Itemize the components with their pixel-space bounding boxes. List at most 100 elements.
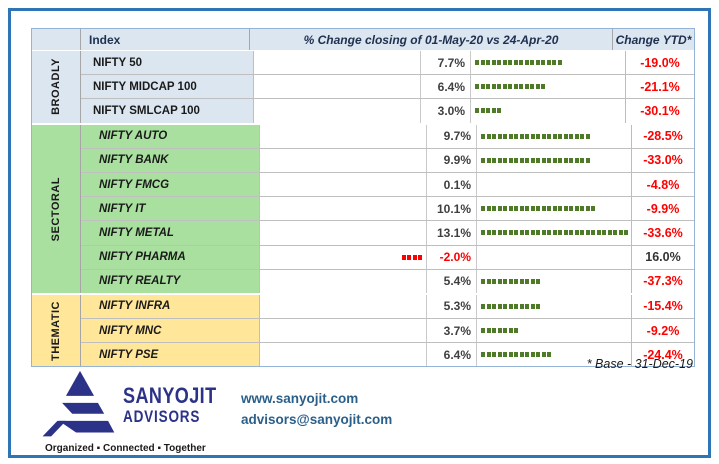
index-name-cell: NIFTY AUTO (81, 124, 260, 148)
group-cell-thematic: THEMATIC (32, 294, 81, 367)
page-frame: Index % Change closing of 01-May-20 vs 2… (8, 8, 711, 458)
table-row: NIFTY FMCG 0.1% -4.8% (81, 171, 694, 197)
positive-data-bar (481, 328, 518, 334)
ytd-change-value: -30.1% (626, 99, 694, 123)
logo-wordmark: SANYOJIT ADVISORS (123, 385, 237, 443)
index-name-cell: NIFTY IT (81, 197, 260, 221)
ytd-change-value: -21.1% (626, 75, 694, 99)
index-name-cell: NIFTY METAL (81, 221, 260, 245)
positive-data-bar (481, 230, 628, 236)
positive-bar-cell (477, 148, 632, 172)
positive-data-bar (481, 278, 540, 284)
ytd-change-value: -33.6% (632, 221, 694, 245)
index-name-cell: NIFTY 50 (81, 51, 254, 75)
pct-change-value: 3.0% (421, 99, 471, 123)
negative-bar-cell (254, 99, 421, 123)
base-date-footnote: * Base - 31-Dec-19 (586, 357, 693, 371)
table-row: NIFTY REALTY 5.4% -37.3% (81, 268, 694, 293)
negative-bar-cell (260, 343, 427, 367)
pct-change-value: 3.7% (427, 319, 477, 343)
ytd-change-value: -28.5% (632, 124, 694, 148)
negative-bar-cell (260, 245, 427, 269)
header-change-ytd: Change YTD* (615, 32, 692, 47)
positive-bar-cell (477, 245, 632, 269)
pct-change-value: -2.0% (427, 245, 477, 269)
index-name-cell: NIFTY INFRA (81, 294, 260, 319)
index-name-cell: NIFTY BANK (81, 148, 260, 172)
positive-data-bar (481, 303, 540, 309)
ytd-change-value: -4.8% (632, 172, 694, 197)
index-name-cell: NIFTY REALTY (81, 269, 260, 293)
negative-bar-cell (254, 51, 421, 75)
table-row: NIFTY SMLCAP 100 3.0% -30.1% (81, 98, 694, 123)
positive-bar-cell (471, 99, 626, 123)
positive-bar-cell (477, 172, 632, 197)
positive-bar-cell (477, 343, 632, 367)
negative-bar-cell (260, 148, 427, 172)
header-group-column (32, 29, 81, 50)
positive-data-bar (481, 352, 551, 358)
negative-bar-cell (260, 319, 427, 343)
positive-bar-cell (471, 51, 626, 75)
company-logo: SANYOJIT ADVISORS (41, 369, 237, 443)
section-rows: NIFTY AUTO 9.7% -28.5% NIFTY BANK 9.9% -33.0%… (81, 124, 694, 293)
index-name-cell: NIFTY PHARMA (81, 245, 260, 269)
positive-data-bar (481, 206, 595, 212)
index-name-cell: NIFTY SMLCAP 100 (81, 99, 254, 123)
pct-change-value: 6.4% (427, 343, 477, 367)
triangle-logo-icon (42, 370, 115, 437)
ytd-change-value: -9.2% (632, 319, 694, 343)
section-rows: NIFTY INFRA 5.3% -15.4% NIFTY MNC 3.7% -9.2% N… (81, 294, 694, 367)
contact-info: www.sanyojit.com advisors@sanyojit.com (241, 389, 392, 431)
ytd-change-value: -33.0% (632, 148, 694, 172)
section-rows: NIFTY 50 7.7% -19.0% NIFTY MIDCAP 100 6.4% -2… (81, 51, 694, 123)
negative-bar-cell (260, 124, 427, 148)
table-row: NIFTY MNC 3.7% -9.2% (81, 318, 694, 343)
ytd-change-value: 16.0% (632, 245, 694, 269)
ytd-change-value: -24.4% (632, 343, 694, 367)
pct-change-value: 13.1% (427, 221, 477, 245)
section-broadly: BROADLY NIFTY 50 7.7% -19.0% NIFTY MIDCAP 10… (32, 50, 694, 123)
pct-change-value: 5.3% (427, 294, 477, 319)
pct-change-value: 10.1% (427, 197, 477, 221)
index-name-cell: NIFTY FMCG (81, 172, 260, 197)
table-row: NIFTY PHARMA -2.0% 16.0% (81, 244, 694, 269)
positive-data-bar (475, 60, 562, 66)
positive-data-bar (481, 133, 590, 139)
table-row: NIFTY IT 10.1% -9.9% (81, 196, 694, 221)
positive-bar-cell (477, 319, 632, 343)
table-row: NIFTY PSE 6.4% -24.4% (81, 342, 694, 367)
negative-bar-cell (260, 197, 427, 221)
pct-change-value: 0.1% (427, 172, 477, 197)
negative-bar-cell (260, 269, 427, 293)
negative-bar-cell (260, 221, 427, 245)
header-index: Index (81, 29, 250, 50)
positive-bar-cell (477, 221, 632, 245)
group-cell-sectoral: SECTORAL (32, 124, 81, 293)
group-label: SECTORAL (50, 176, 62, 241)
section-sectoral: SECTORAL NIFTY AUTO 9.7% -28.5% NIFTY BANK 9.… (32, 122, 694, 293)
positive-bar-cell (471, 75, 626, 99)
group-cell-broadly: BROADLY (32, 51, 81, 123)
table-body: BROADLY NIFTY 50 7.7% -19.0% NIFTY MIDCAP 10… (32, 50, 694, 367)
pct-change-value: 7.7% (421, 51, 471, 75)
index-name-cell: NIFTY MIDCAP 100 (81, 75, 254, 99)
positive-bar-cell (477, 294, 632, 319)
logo-name: SANYOJIT (123, 383, 217, 408)
ytd-change-value: -19.0% (626, 51, 694, 75)
table-header-row: Index % Change closing of 01-May-20 vs 2… (32, 29, 694, 50)
email-link[interactable]: advisors@sanyojit.com (241, 411, 393, 427)
website-link[interactable]: www.sanyojit.com (241, 391, 359, 406)
ytd-change-value: -15.4% (632, 294, 694, 319)
table-row: NIFTY 50 7.7% -19.0% (81, 51, 694, 75)
pct-change-value: 6.4% (421, 75, 471, 99)
section-thematic: THEMATIC NIFTY INFRA 5.3% -15.4% NIFTY MNC 3.… (32, 292, 694, 367)
negative-bar-cell (254, 75, 421, 99)
positive-data-bar (481, 157, 590, 163)
table-row: NIFTY AUTO 9.7% -28.5% (81, 124, 694, 148)
logo-subtitle: ADVISORS (123, 408, 201, 426)
table-row: NIFTY MIDCAP 100 6.4% -21.1% (81, 74, 694, 99)
positive-bar-cell (477, 269, 632, 293)
positive-bar-cell (477, 124, 632, 148)
pct-change-value: 9.7% (427, 124, 477, 148)
